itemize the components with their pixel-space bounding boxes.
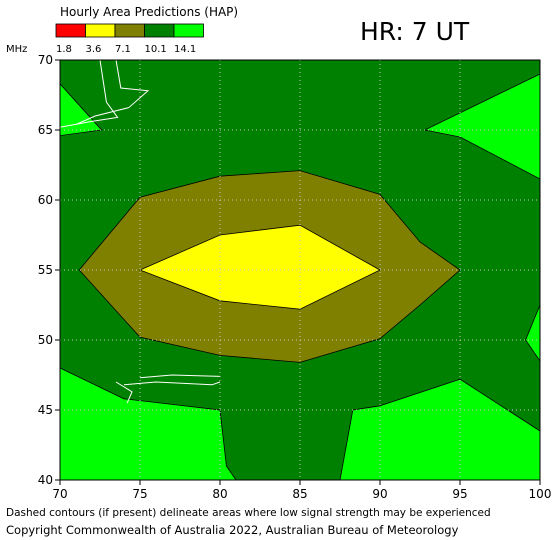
legend-swatch-1 xyxy=(85,23,116,38)
y-tick-label-5: 65 xyxy=(38,123,53,137)
legend-level-0: 1.8 xyxy=(56,44,72,55)
y-tick-label-6: 70 xyxy=(38,53,53,67)
color-legend: MHz 1.8 3.6 7.1 10.1 14.1 xyxy=(6,23,204,55)
x-tick-label-4: 90 xyxy=(372,487,387,501)
chart-title: Hourly Area Predictions (HAP) xyxy=(60,5,238,19)
hour-label: HR: 7 UT xyxy=(360,17,470,46)
x-tick-label-1: 75 xyxy=(132,487,147,501)
low-signal-contour-2 xyxy=(123,381,221,386)
y-tick-label-4: 60 xyxy=(38,193,53,207)
legend-swatch-0 xyxy=(55,23,86,38)
x-tick-label-3: 85 xyxy=(292,487,307,501)
low-signal-contour-3 xyxy=(115,381,133,404)
x-tick-label-5: 95 xyxy=(452,487,467,501)
legend-level-3: 10.1 xyxy=(145,44,167,55)
y-axis: 40 45 50 55 60 65 70 xyxy=(38,53,60,487)
low-signal-contour-4 xyxy=(139,374,221,379)
x-axis: 70 75 80 85 90 95 100 xyxy=(52,480,551,501)
x-tick-label-6: 100 xyxy=(529,487,552,501)
y-tick-label-3: 55 xyxy=(38,263,53,277)
x-tick-label-0: 70 xyxy=(52,487,67,501)
copyright: Copyright Commonwealth of Australia 2022… xyxy=(6,523,459,537)
y-tick-label-1: 45 xyxy=(38,403,53,417)
legend-unit: MHz xyxy=(6,44,27,55)
low-signal-contour-1 xyxy=(75,59,150,125)
legend-swatch-4 xyxy=(173,23,204,38)
low-signal-contour-0 xyxy=(59,59,119,128)
footnote: Dashed contours (if present) delineate a… xyxy=(6,507,491,519)
y-tick-label-0: 40 xyxy=(38,473,53,487)
legend-level-1: 3.6 xyxy=(86,44,102,55)
y-tick-label-2: 50 xyxy=(38,333,53,347)
x-tick-label-2: 80 xyxy=(212,487,227,501)
legend-level-2: 7.1 xyxy=(115,44,131,55)
legend-level-4: 14.1 xyxy=(174,44,196,55)
plot-area xyxy=(59,59,541,481)
legend-swatch-3 xyxy=(144,23,175,38)
legend-swatch-2 xyxy=(114,23,145,38)
